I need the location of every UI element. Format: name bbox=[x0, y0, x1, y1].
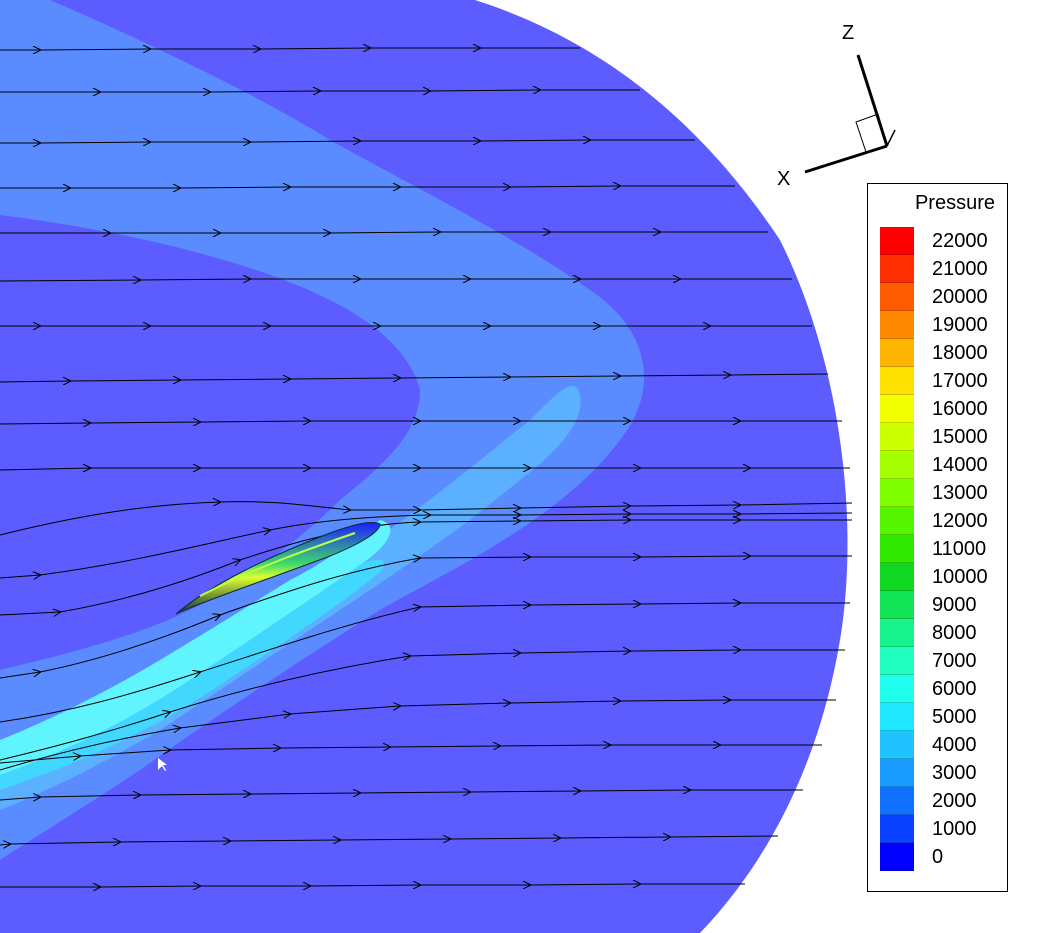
legend-swatch bbox=[880, 787, 914, 815]
legend-label: 2000 bbox=[932, 790, 977, 812]
legend-label: 13000 bbox=[932, 482, 988, 504]
legend-label: 8000 bbox=[932, 622, 977, 644]
legend-swatch bbox=[880, 339, 914, 367]
legend-swatch bbox=[880, 423, 914, 451]
legend-swatch bbox=[880, 563, 914, 591]
streamline bbox=[0, 884, 745, 887]
legend-swatch bbox=[880, 367, 914, 395]
legend-label: 0 bbox=[932, 846, 944, 868]
legend-swatch bbox=[880, 255, 914, 283]
legend-swatch bbox=[880, 815, 914, 843]
legend-label: 22000 bbox=[932, 230, 988, 252]
legend-swatch bbox=[880, 731, 914, 759]
legend-swatch bbox=[880, 395, 914, 423]
legend-label: 19000 bbox=[932, 314, 988, 336]
legend-swatch bbox=[880, 759, 914, 787]
streamline bbox=[0, 232, 768, 233]
legend-label: 14000 bbox=[932, 454, 988, 476]
vehicle-body bbox=[175, 521, 381, 615]
streamline bbox=[0, 48, 580, 50]
legend-label: 20000 bbox=[932, 286, 988, 308]
legend-label: 11000 bbox=[932, 538, 987, 560]
streamline bbox=[0, 790, 803, 800]
streamline bbox=[0, 374, 829, 382]
streamline bbox=[0, 836, 779, 845]
legend-swatch bbox=[880, 507, 914, 535]
legend-swatch bbox=[880, 675, 914, 703]
streamline bbox=[0, 468, 850, 470]
pressure-legend: Pressure 22000 21000 20000 19000 18000 17000 1… bbox=[867, 183, 1008, 892]
legend-label: 15000 bbox=[932, 426, 988, 448]
streamline bbox=[0, 421, 842, 424]
legend-title: Pressure bbox=[914, 192, 995, 214]
legend-swatch bbox=[880, 227, 914, 255]
legend-label: 21000 bbox=[932, 258, 988, 280]
streamline bbox=[0, 90, 640, 92]
legend-swatch bbox=[880, 451, 914, 479]
legend-label: 17000 bbox=[932, 370, 988, 392]
legend-label: 18000 bbox=[932, 342, 988, 364]
legend-label: 10000 bbox=[932, 566, 988, 588]
legend-label: 4000 bbox=[932, 734, 977, 756]
legend-label: 9000 bbox=[932, 594, 977, 616]
streamline bbox=[0, 140, 695, 143]
axis-z-label: Z bbox=[842, 22, 855, 44]
legend-swatch bbox=[880, 283, 914, 311]
legend-label: 6000 bbox=[932, 678, 977, 700]
axis-x-label: X bbox=[777, 168, 791, 190]
streamline bbox=[0, 279, 792, 281]
legend-swatch bbox=[880, 591, 914, 619]
streamlines bbox=[0, 48, 853, 887]
legend-swatch bbox=[880, 311, 914, 339]
legend-label: 16000 bbox=[932, 398, 988, 420]
probe-marker bbox=[158, 758, 167, 771]
legend-swatch bbox=[880, 479, 914, 507]
legend-swatch bbox=[880, 619, 914, 647]
legend-swatch bbox=[880, 703, 914, 731]
axis-triad bbox=[804, 54, 896, 174]
streamline bbox=[0, 700, 836, 771]
legend-label: 3000 bbox=[932, 762, 977, 784]
legend-swatch bbox=[880, 843, 914, 871]
legend-label: 5000 bbox=[932, 706, 977, 728]
legend-label: 12000 bbox=[932, 510, 988, 532]
legend-swatch bbox=[880, 535, 914, 563]
streamline bbox=[0, 186, 735, 188]
legend-label: 1000 bbox=[932, 818, 977, 840]
legend-label: 7000 bbox=[932, 650, 977, 672]
streamline bbox=[0, 745, 822, 764]
legend-swatch bbox=[880, 647, 914, 675]
